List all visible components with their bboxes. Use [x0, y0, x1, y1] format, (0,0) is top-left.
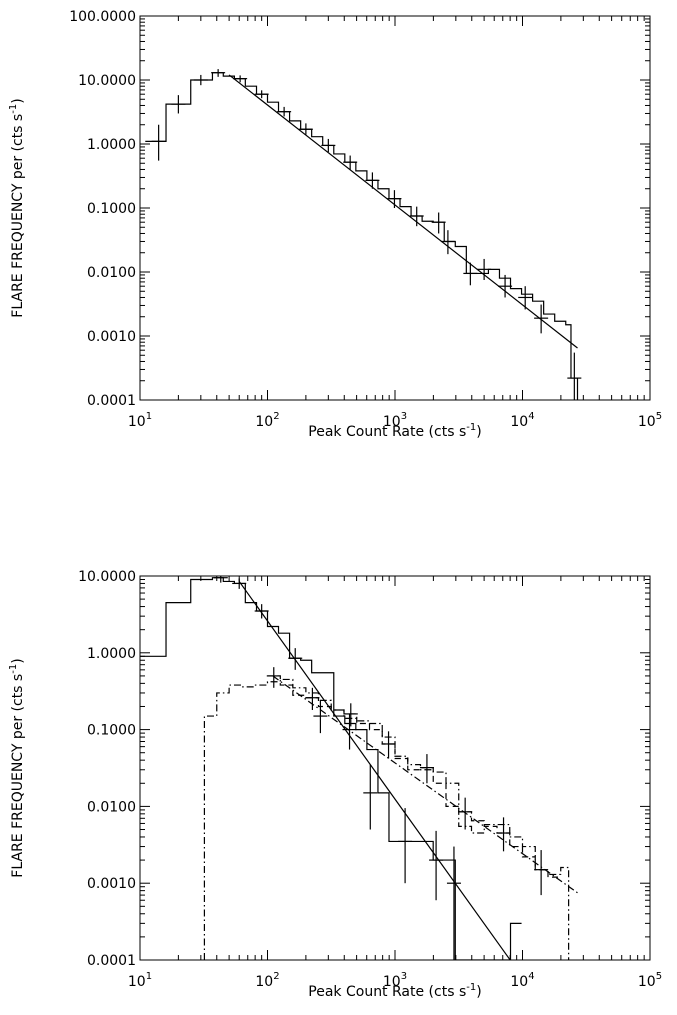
x-tick-label: 104: [510, 971, 534, 990]
y-tick-label: 0.0010: [87, 876, 136, 892]
y-tick-label: 0.0001: [87, 393, 136, 409]
x-tick-label: 101: [128, 411, 152, 430]
plot-area: [140, 576, 578, 960]
top-panel: 101 102 103 104 105 0.0001 0.0010 0.0100 0.1000 1…: [8, 9, 662, 440]
y-axis-label: FLARE FREQUENCY per (cts s-1): [8, 98, 26, 317]
x-tick-label: 105: [638, 411, 662, 430]
x-tick-label: 105: [638, 971, 662, 990]
x-tick-label: 103: [383, 411, 407, 430]
y-tick-label: 0.1000: [87, 723, 136, 739]
y-tick-label: 10.0000: [78, 73, 136, 89]
y-tick-label: 0.0100: [87, 799, 136, 815]
y-tick-label: 0.0010: [87, 329, 136, 345]
y-tick-label: 0.0001: [87, 953, 136, 969]
y-tick-label: 0.0100: [87, 265, 136, 281]
x-axis-label: Peak Count Rate (cts s-1): [308, 982, 481, 1000]
plot-area: [145, 69, 582, 400]
x-tick-label: 103: [383, 971, 407, 990]
y-tick-label: 1.0000: [87, 646, 136, 662]
x-tick-label: 101: [128, 971, 152, 990]
fit-line-4: [272, 675, 578, 894]
fit-line-1: [228, 74, 578, 349]
y-tick-label: 1.0000: [87, 137, 136, 153]
plot-frame: [139, 575, 651, 961]
histogram-series-0: [140, 577, 522, 960]
y-axis-label: FLARE FREQUENCY per (cts s-1): [8, 658, 26, 877]
x-tick-label: 102: [255, 411, 279, 430]
y-tick-label: 100.0000: [69, 9, 136, 25]
x-axis-label: Peak Count Rate (cts s-1): [308, 422, 481, 440]
histogram-series-2: [203, 678, 570, 960]
histogram-series-3: [267, 675, 561, 878]
fit-line-1: [238, 581, 511, 960]
bottom-panel: 101 102 103 104 105 0.0001 0.0010 0.0100 0.1000 1…: [8, 569, 662, 1000]
x-tick-label: 104: [510, 411, 534, 430]
y-tick-label: 0.1000: [87, 201, 136, 217]
histogram-series-0: [145, 72, 579, 400]
x-tick-label: 102: [255, 971, 279, 990]
y-tick-label: 10.0000: [78, 569, 136, 585]
